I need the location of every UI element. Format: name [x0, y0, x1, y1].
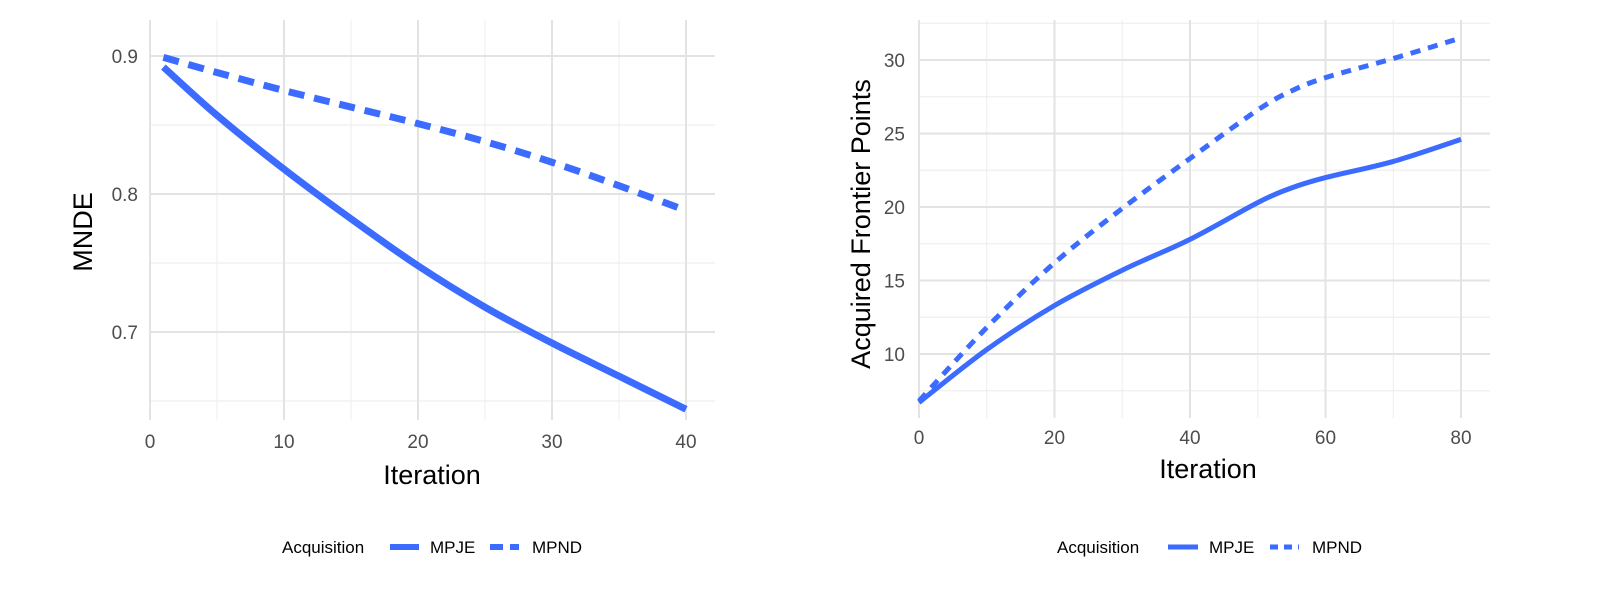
- mnde-grid: [149, 20, 715, 420]
- mnde-legend-title: Acquisition: [282, 538, 364, 557]
- frontier-points-panel: 0 20 40 60 80 10 15 20 25 30 Iteration Acquired …: [846, 20, 1490, 557]
- frontier-grid: [918, 20, 1490, 418]
- mnde-y-tick-label: 0.9: [112, 47, 138, 68]
- mnde-legend-label-mpje: MPJE: [430, 538, 475, 557]
- frontier-x-tick-label: 40: [1179, 428, 1200, 449]
- mnde-series: [161, 54, 688, 413]
- frontier-legend-label-mpje: MPJE: [1209, 538, 1254, 557]
- frontier-y-tick-labels: 10 15 20 25 30: [884, 51, 905, 366]
- frontier-x-tick-label: 80: [1450, 428, 1471, 449]
- mnde-x-tick-label: 40: [675, 432, 696, 453]
- frontier-legend-title: Acquisition: [1057, 538, 1139, 557]
- frontier-series: [917, 35, 1462, 405]
- frontier-legend: Acquisition MPJE MPND: [1057, 538, 1362, 557]
- frontier-legend-label-mpnd: MPND: [1312, 538, 1362, 557]
- mnde-series-mpnd-line: [162, 54, 688, 214]
- mnde-x-tick-label: 20: [407, 432, 428, 453]
- mnde-y-tick-label: 0.8: [112, 185, 138, 206]
- frontier-y-tick-label: 20: [884, 198, 905, 219]
- frontier-x-tick-label: 20: [1044, 428, 1065, 449]
- mnde-y-axis-title: MNDE: [68, 192, 98, 272]
- mnde-y-tick-labels: 0.7 0.8 0.9: [112, 47, 138, 344]
- frontier-series-mpje-line: [917, 137, 1462, 405]
- mnde-x-axis-title: Iteration: [383, 460, 481, 490]
- mnde-x-tick-label: 0: [145, 432, 156, 453]
- frontier-x-tick-label: 60: [1315, 428, 1336, 449]
- mnde-x-tick-labels: 0 10 20 30 40: [145, 432, 697, 453]
- mnde-x-tick-label: 30: [541, 432, 562, 453]
- mnde-series-mpje-line: [161, 64, 688, 413]
- frontier-x-axis-title: Iteration: [1159, 454, 1257, 484]
- mnde-legend: Acquisition MPJE MPND: [282, 538, 582, 557]
- frontier-y-tick-label: 10: [884, 345, 905, 366]
- mnde-legend-label-mpnd: MPND: [532, 538, 582, 557]
- frontier-series-mpnd-line: [917, 35, 1462, 403]
- frontier-y-tick-label: 25: [884, 125, 905, 146]
- frontier-y-tick-label: 30: [884, 51, 905, 72]
- frontier-y-tick-label: 15: [884, 272, 905, 293]
- mnde-x-tick-label: 10: [273, 432, 294, 453]
- frontier-x-tick-labels: 0 20 40 60 80: [914, 428, 1472, 449]
- frontier-y-axis-title: Acquired Frontier Points: [846, 79, 876, 369]
- mnde-panel: 0 10 20 30 40 0.7 0.8 0.9 Iteration MNDE Acqui…: [68, 20, 715, 557]
- mnde-y-tick-label: 0.7: [112, 323, 138, 344]
- frontier-x-tick-label: 0: [914, 428, 925, 449]
